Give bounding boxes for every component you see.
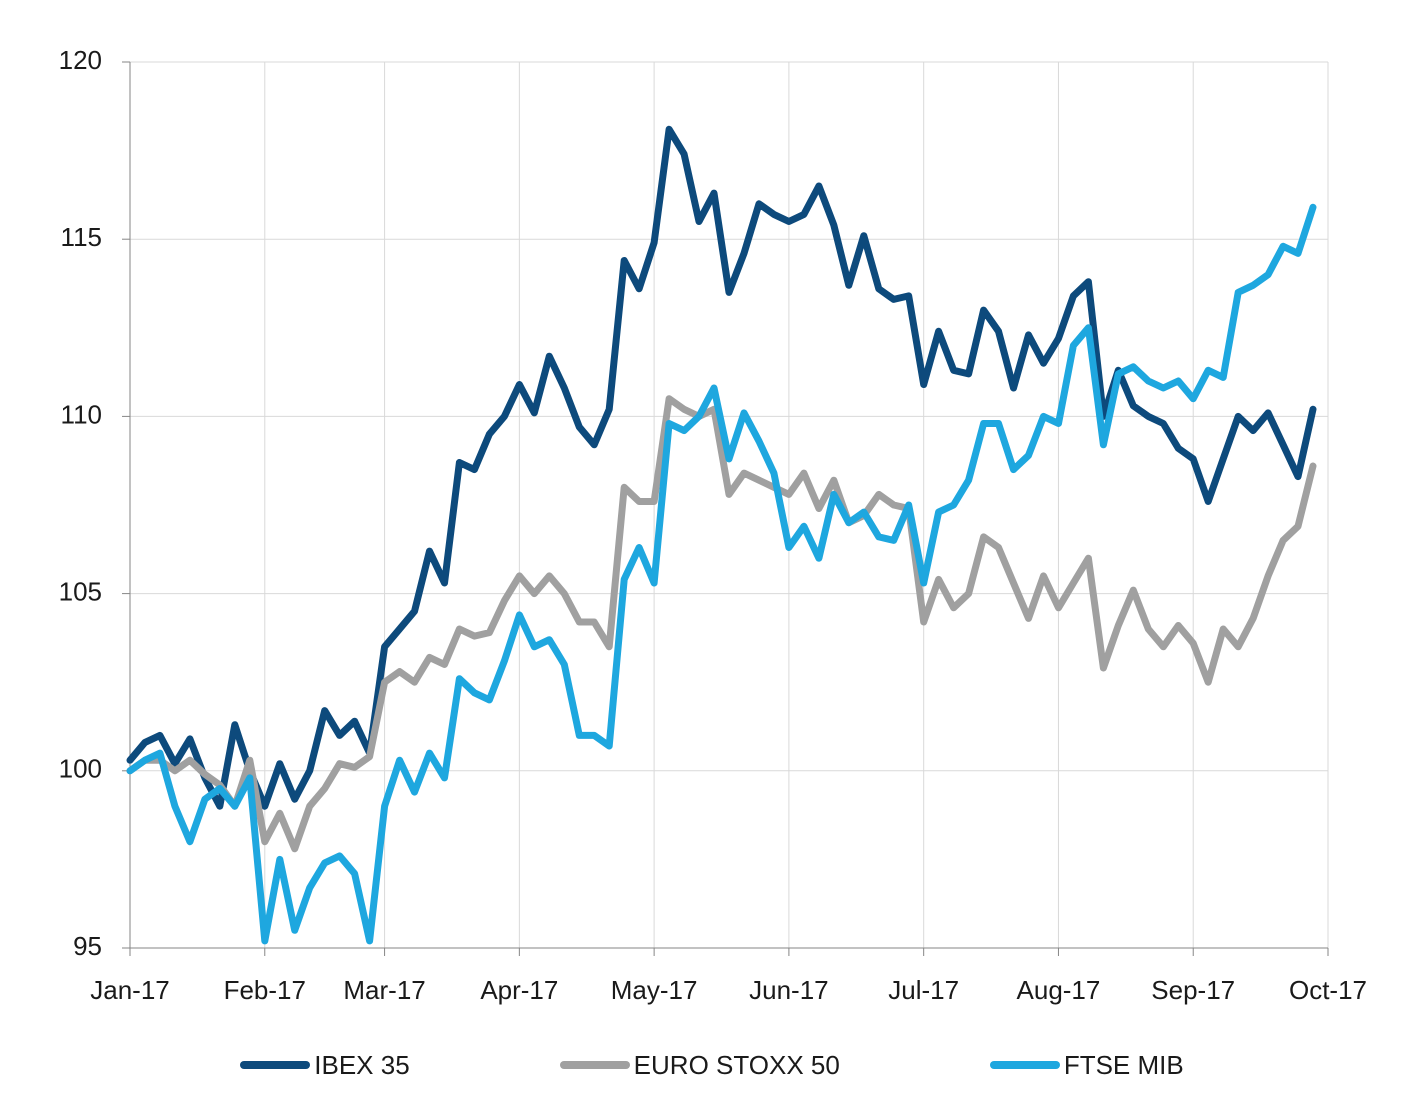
x-tick-label: Aug-17: [1017, 975, 1101, 1005]
series-line: [126, 395, 1317, 853]
legend-item: FTSE MIB: [989, 1049, 1184, 1081]
x-tick-label: Jan-17: [90, 975, 170, 1005]
x-tick-label: Feb-17: [224, 975, 306, 1005]
x-tick-label: Jun-17: [749, 975, 829, 1005]
x-tick-label: Mar-17: [343, 975, 425, 1005]
y-tick-label: 120: [59, 45, 102, 75]
x-tick-label: Apr-17: [480, 975, 558, 1005]
x-tick-label: May-17: [611, 975, 698, 1005]
legend-label: FTSE MIB: [1063, 1049, 1184, 1080]
legend-swatch: [559, 1061, 630, 1069]
y-tick-label: 115: [61, 222, 102, 252]
y-tick-label: 95: [73, 931, 102, 961]
legend: IBEX 35 EURO STOXX 50 FTSE MIB: [0, 1040, 1424, 1090]
x-tick-label: Jul-17: [888, 975, 959, 1005]
legend-item: IBEX 35: [240, 1049, 410, 1081]
y-tick-label: 110: [61, 399, 102, 429]
legend-swatch: [989, 1061, 1060, 1069]
legend-label: EURO STOXX 50: [633, 1049, 840, 1080]
legend-item: EURO STOXX 50: [559, 1049, 840, 1081]
series-line: [126, 203, 1317, 945]
legend-label: IBEX 35: [314, 1049, 410, 1080]
x-tick-label: Oct-17: [1289, 975, 1367, 1005]
x-tick-label: Sep-17: [1151, 975, 1235, 1005]
legend-swatch: [240, 1061, 311, 1069]
y-tick-label: 100: [59, 754, 102, 784]
y-tick-label: 105: [59, 576, 102, 606]
